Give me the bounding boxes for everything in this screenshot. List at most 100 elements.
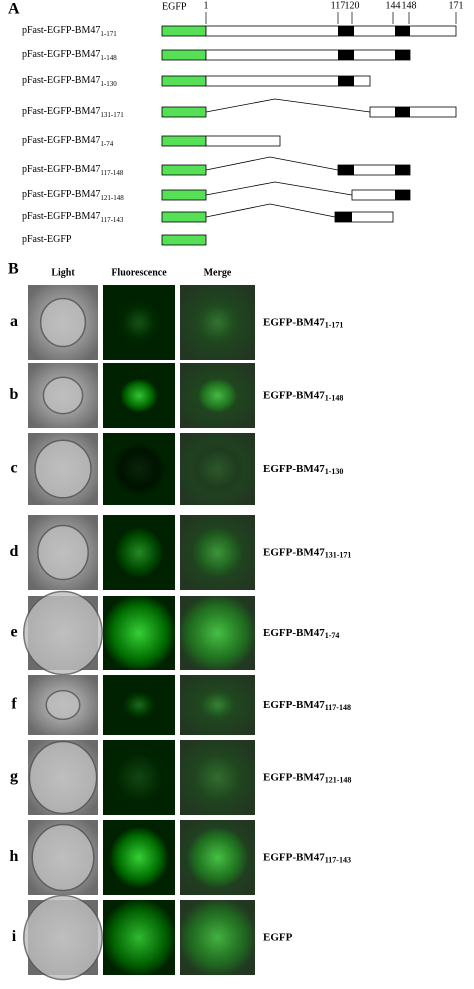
construct-name: pFast-EGFP xyxy=(22,234,72,245)
bm47-box xyxy=(205,49,411,61)
construct-name: pFast-EGFP-BM47 xyxy=(22,164,100,175)
construct-range: 1-74 xyxy=(100,140,113,148)
residue-number: 171 xyxy=(449,0,464,11)
construct-label: pFast-EGFP-BM471-148 xyxy=(22,49,117,61)
construct-range: 131-171 xyxy=(325,550,352,559)
construct-name: EGFP-BM47 xyxy=(263,699,325,711)
fluorescence-image xyxy=(103,596,175,670)
construct-range: 1-171 xyxy=(325,320,344,329)
egfp-box xyxy=(161,25,207,37)
construct-range: 1-171 xyxy=(100,30,117,38)
fluorescence-image xyxy=(103,675,175,735)
merge-glow xyxy=(180,363,255,428)
construct-label: EGFP-BM47117-148 xyxy=(263,699,351,712)
egfp-box xyxy=(161,234,207,246)
residue-number: 1 xyxy=(204,0,209,11)
row-letter: c xyxy=(10,460,17,477)
fluorescence-image xyxy=(103,900,175,975)
merge-glow xyxy=(180,900,255,975)
construct-name: EGFP-BM47 xyxy=(263,627,325,639)
cell-outline xyxy=(39,297,87,348)
bm47-box xyxy=(205,75,371,87)
residue-number: 117 xyxy=(331,0,346,11)
construct-name: EGFP-BM47 xyxy=(263,463,325,475)
cell-outline xyxy=(34,439,92,499)
fluorescence-image xyxy=(103,433,175,505)
egfp-box xyxy=(161,189,207,201)
fluorescence-image xyxy=(103,740,175,815)
egfp-label: EGFP xyxy=(162,1,187,12)
construct-range: 117-143 xyxy=(325,855,351,864)
merge-glow xyxy=(180,675,255,735)
row-letter: i xyxy=(12,928,17,945)
construct-name: pFast-EGFP-BM47 xyxy=(22,49,100,60)
merge-glow xyxy=(180,433,255,505)
construct-label: pFast-EGFP-BM471-171 xyxy=(22,25,117,37)
column-header: Fluorescence xyxy=(111,267,167,278)
deletion-line xyxy=(205,98,371,113)
cell-outline xyxy=(31,823,95,892)
construct-range: 121-148 xyxy=(100,194,124,202)
construct-range: 1-148 xyxy=(325,393,344,402)
cell-outline xyxy=(45,689,81,721)
motif-box xyxy=(395,190,410,200)
cell-outline xyxy=(23,894,103,981)
construct-label: pFast-EGFP-BM471-130 xyxy=(22,75,117,87)
construct-name: EGFP xyxy=(263,931,293,943)
construct-label: EGFP-BM47117-143 xyxy=(263,851,351,864)
column-header: Light xyxy=(51,267,75,278)
egfp-box xyxy=(161,211,207,223)
construct-name: pFast-EGFP-BM47 xyxy=(22,25,100,36)
row-letter: h xyxy=(10,848,19,865)
row-letter: f xyxy=(11,696,17,713)
construct-name: EGFP-BM47 xyxy=(263,546,325,558)
construct-label: EGFP xyxy=(263,931,293,943)
motif-box xyxy=(338,165,354,175)
deletion-line xyxy=(205,203,336,218)
merge-glow xyxy=(180,596,255,670)
egfp-box xyxy=(161,135,207,147)
construct-label: pFast-EGFP-BM471-74 xyxy=(22,135,114,147)
motif-box xyxy=(395,26,410,36)
construct-label: pFast-EGFP-BM47117-143 xyxy=(22,211,124,223)
cell-outline xyxy=(23,590,103,676)
construct-label: EGFP-BM471-74 xyxy=(263,627,339,640)
construct-label: EGFP-BM47121-148 xyxy=(263,771,351,784)
construct-range: 117-143 xyxy=(100,216,124,224)
egfp-box xyxy=(161,75,207,87)
cell-outline xyxy=(28,740,98,815)
construct-range: 117-148 xyxy=(325,703,351,712)
motif-box xyxy=(395,107,410,117)
fluorescence-image xyxy=(103,820,175,895)
construct-label: pFast-EGFP-BM47117-148 xyxy=(22,164,124,176)
bm47-box xyxy=(205,25,457,37)
panel-label: A xyxy=(8,1,20,18)
motif-box xyxy=(338,26,354,36)
bm47-box xyxy=(205,135,281,147)
residue-number: 144 xyxy=(386,0,401,11)
construct-range: 1-130 xyxy=(325,467,344,476)
construct-range: 131-171 xyxy=(100,111,124,119)
motif-box xyxy=(338,76,354,86)
motif-box xyxy=(395,50,410,60)
construct-name: pFast-EGFP-BM47 xyxy=(22,75,100,86)
residue-number: 120 xyxy=(345,0,360,11)
construct-range: 121-148 xyxy=(325,775,352,784)
fluorescence-image xyxy=(103,363,175,428)
construct-label: EGFP-BM471-148 xyxy=(263,389,343,402)
merge-glow xyxy=(180,515,255,590)
fluorescence-image xyxy=(103,515,175,590)
row-letter: e xyxy=(10,624,17,641)
construct-label: EGFP-BM471-130 xyxy=(263,463,343,476)
motif-box xyxy=(338,50,354,60)
panel-label: B xyxy=(8,261,19,278)
deletion-line xyxy=(205,181,353,196)
construct-name: pFast-EGFP-BM47 xyxy=(22,106,100,117)
construct-range: 117-148 xyxy=(100,169,124,177)
construct-label: EGFP-BM471-171 xyxy=(263,316,343,329)
construct-name: EGFP-BM47 xyxy=(263,771,325,783)
motif-box xyxy=(395,165,410,175)
construct-range: 1-74 xyxy=(325,631,340,640)
construct-label: pFast-EGFP-BM47131-171 xyxy=(22,106,124,118)
